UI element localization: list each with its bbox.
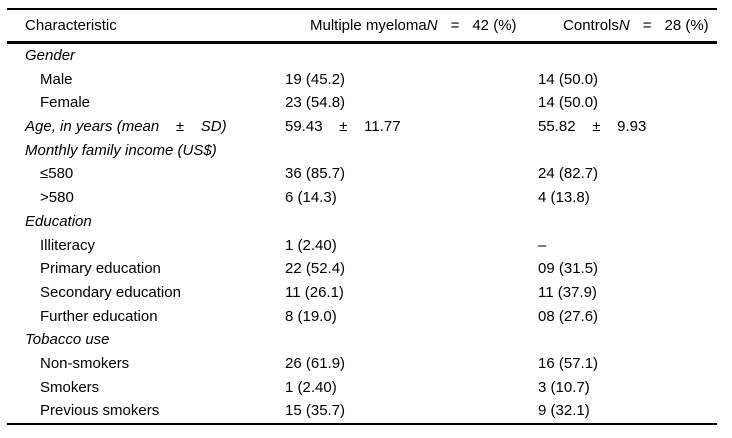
row-label: Male [40, 70, 73, 88]
controls-value: 14 (50.0) [538, 94, 599, 112]
table-body: Gender Male 19 (45.2) 14 (50.0) Female 2… [7, 44, 717, 423]
n-symbol: N [426, 16, 438, 34]
column-header-group-label: Controls [563, 16, 619, 34]
row-label: Tobacco use [25, 331, 110, 349]
table-row: Monthly family income (US$) [7, 139, 717, 163]
myeloma-value: 19 (45.2) [285, 70, 346, 88]
controls-value: 11 (37.9) [538, 283, 597, 301]
row-label: Primary education [40, 260, 161, 278]
row-label: Illiteracy [40, 236, 96, 254]
row-label: Female [40, 94, 91, 112]
equals-sign: = [642, 16, 652, 34]
table-row: Education [7, 210, 717, 234]
row-label: Age, in years (mean ± SD) [25, 118, 227, 136]
row-label: Secondary education [40, 283, 181, 301]
table-row: >580 6 (14.3) 4 (13.8) [7, 186, 717, 210]
myeloma-value: 36 (85.7) [285, 165, 346, 183]
myeloma-value: 1 (2.40) [285, 236, 337, 254]
table-row: Smokers 1 (2.40) 3 (10.7) [7, 376, 717, 400]
table-row: Illiteracy 1 (2.40) – [7, 234, 717, 258]
table-row: Gender [7, 44, 717, 68]
row-label: >580 [40, 189, 74, 207]
controls-value: 16 (57.1) [538, 354, 599, 372]
column-header-characteristic: Characteristic [25, 16, 117, 34]
myeloma-value: 8 (19.0) [285, 307, 337, 325]
controls-value: 4 (13.8) [538, 189, 590, 207]
controls-value: 09 (31.5) [538, 260, 599, 278]
myeloma-value: 15 (35.7) [285, 402, 346, 420]
myeloma-value: 1 (2.40) [285, 378, 337, 396]
controls-value: 14 (50.0) [538, 70, 599, 88]
column-header-count: 42 (%) [472, 16, 517, 34]
column-header-multiple-myeloma: Multiple myelomaN = 42 (%) [285, 0, 538, 61]
table-row: Age, in years (mean ± SD) 59.43 ± 11.77 … [7, 115, 717, 139]
row-label: Smokers [40, 378, 100, 396]
controls-value: 55.82 ± 9.93 [538, 118, 647, 136]
n-symbol: N [618, 16, 630, 34]
row-label: Gender [25, 47, 76, 64]
table-row: Primary education 22 (52.4) 09 (31.5) [7, 257, 717, 281]
table-row: Secondary education 11 (26.1) 11 (37.9) [7, 281, 717, 305]
column-header-count: 28 (%) [664, 16, 709, 34]
table-row: Non-smokers 26 (61.9) 16 (57.1) [7, 352, 717, 376]
myeloma-value: 11 (26.1) [285, 283, 344, 301]
controls-value: 9 (32.1) [538, 402, 590, 420]
row-label: ≤580 [40, 165, 74, 183]
table-header-row: Characteristic Multiple myelomaN = 42 (%) … [7, 10, 717, 44]
table-row: Female 23 (54.8) 14 (50.0) [7, 91, 717, 115]
myeloma-value: 59.43 ± 11.77 [285, 118, 401, 136]
equals-sign: = [450, 16, 460, 34]
row-label: Previous smokers [40, 402, 160, 420]
row-label: Education [25, 212, 92, 230]
controls-value: 3 (10.7) [538, 378, 590, 396]
myeloma-value: 23 (54.8) [285, 94, 346, 112]
myeloma-value: 26 (61.9) [285, 354, 346, 372]
myeloma-value: 6 (14.3) [285, 189, 337, 207]
row-label: Non-smokers [40, 354, 130, 372]
table-row: Previous smokers 15 (35.7) 9 (32.1) [7, 399, 717, 423]
controls-value: 08 (27.6) [538, 307, 599, 325]
table-row: ≤580 36 (85.7) 24 (82.7) [7, 162, 717, 186]
row-label: Further education [40, 307, 158, 325]
row-label: Monthly family income (US$) [25, 141, 217, 159]
controls-value: 24 (82.7) [538, 165, 599, 183]
table-row: Tobacco use [7, 328, 717, 352]
myeloma-value: 22 (52.4) [285, 260, 346, 278]
table-row: Further education 8 (19.0) 08 (27.6) [7, 305, 717, 329]
column-header-group-label: Multiple myeloma [310, 16, 427, 34]
characteristics-table: Characteristic Multiple myelomaN = 42 (%) … [7, 8, 717, 425]
column-header-controls: ControlsN = 28 (%) [538, 0, 717, 61]
controls-value: – [538, 236, 547, 254]
table-row: Male 19 (45.2) 14 (50.0) [7, 68, 717, 92]
